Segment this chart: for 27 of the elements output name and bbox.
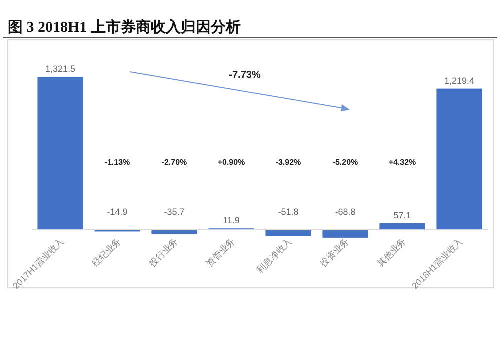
bar: [436, 88, 482, 230]
data-label: 11.9: [223, 216, 240, 226]
annotation: -5.20%: [332, 158, 358, 167]
x-tick-label: 投行业务: [146, 236, 180, 270]
annotation: -7.73%: [229, 70, 261, 81]
x-tick-label: 经纪业务: [90, 236, 123, 269]
bar: [380, 223, 426, 230]
x-tick-label: 其他业务: [375, 236, 408, 269]
data-label: -35.7: [164, 207, 185, 217]
data-label: -68.8: [335, 207, 356, 217]
bar: [266, 230, 312, 236]
x-tick-label: 投资业务: [318, 236, 351, 270]
x-tick-label: 资管业务: [204, 236, 237, 269]
annotation: -3.92%: [276, 158, 302, 167]
data-label: 57.1: [394, 210, 412, 220]
annotation: +0.90%: [218, 158, 246, 167]
annotation: -1.13%: [104, 158, 130, 167]
data-label: -51.8: [278, 207, 299, 217]
data-label: 1,219.4: [444, 76, 475, 86]
annotation: -2.70%: [162, 158, 188, 167]
x-tick-label: 利息净收入: [255, 236, 294, 276]
annotation: +4.32%: [388, 158, 416, 167]
bar: [322, 230, 368, 238]
bar: [38, 77, 84, 230]
chart-title: 图 3 2018H1 上市券商收入归因分析: [8, 18, 241, 36]
data-label: 1,321.5: [45, 64, 76, 74]
data-label: -14.9: [107, 207, 128, 217]
